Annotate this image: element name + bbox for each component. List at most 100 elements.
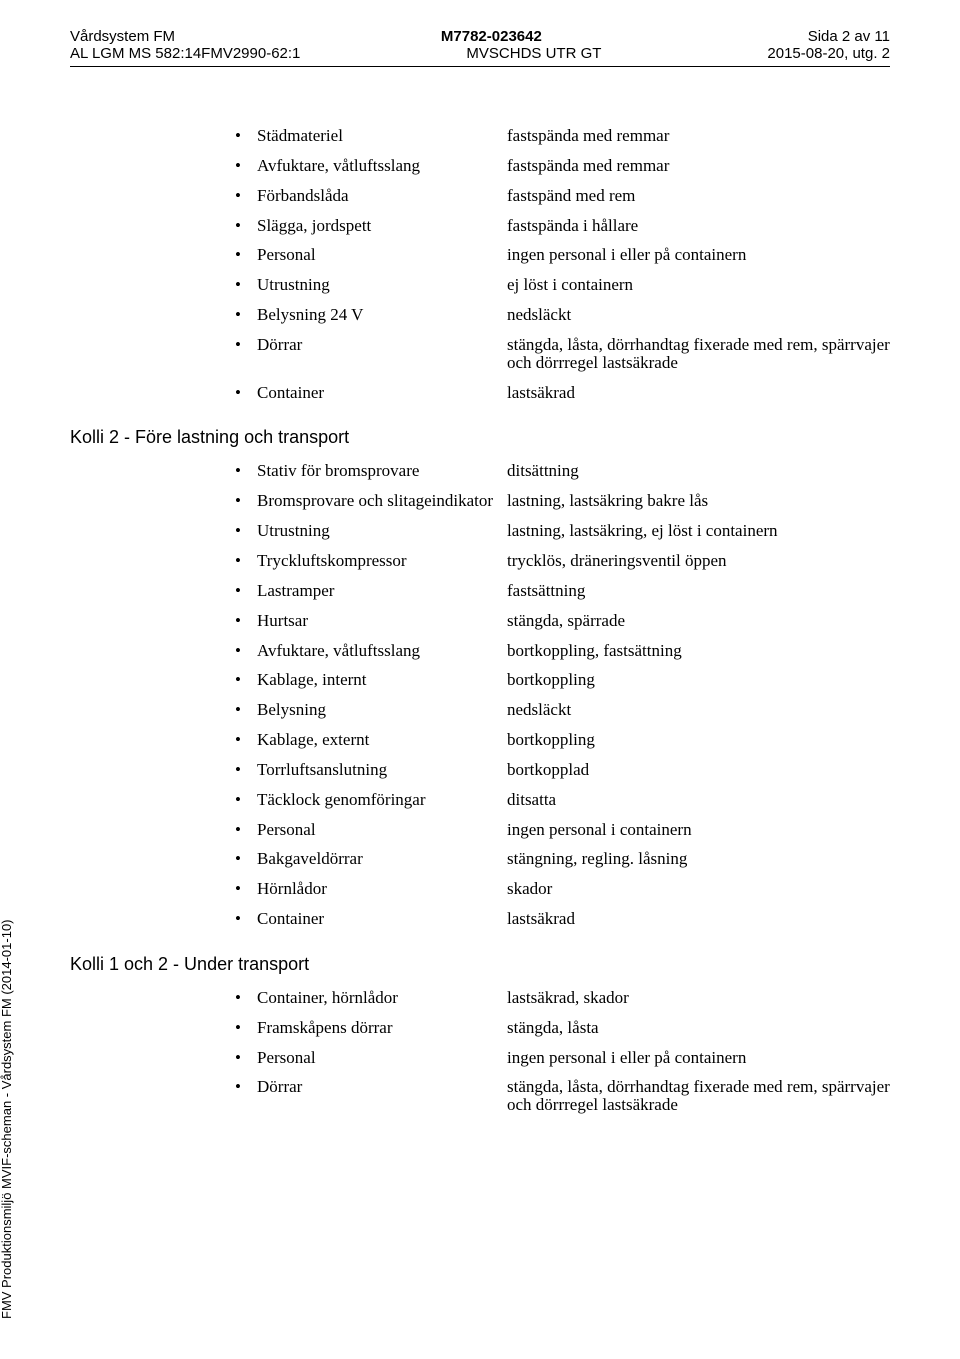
header-row-2: AL LGM MS 582:14FMV2990-62:1 MVSCHDS UTR…: [70, 45, 890, 62]
item-description: stängda, låsta: [507, 1019, 890, 1037]
item-description: ingen personal i eller på containern: [507, 246, 890, 264]
item-term: Dörrar: [257, 336, 507, 354]
item-description: lastsäkrad: [507, 384, 890, 402]
item-term: Hörnlådor: [257, 880, 507, 898]
list-item: •Lastramperfastsättning: [235, 582, 890, 600]
bullet-icon: •: [235, 492, 257, 510]
item-description: bortkoppling: [507, 671, 890, 689]
bullet-icon: •: [235, 276, 257, 294]
section-1-list: •Städmaterielfastspända med remmar•Avfuk…: [235, 127, 890, 401]
item-description: ditsatta: [507, 791, 890, 809]
header-right-2: 2015-08-20, utg. 2: [767, 45, 890, 62]
item-term: Utrustning: [257, 276, 507, 294]
list-item: •Kablage, interntbortkoppling: [235, 671, 890, 689]
bullet-icon: •: [235, 989, 257, 1007]
item-description: bortkopplad: [507, 761, 890, 779]
item-term: Lastramper: [257, 582, 507, 600]
header-center-1: M7782-023642: [441, 28, 542, 45]
bullet-icon: •: [235, 157, 257, 175]
section-2-heading: Kolli 2 - Före lastning och transport: [70, 427, 890, 448]
item-description: stängda, låsta, dörrhandtag fixerade med…: [507, 336, 890, 372]
header-right-1: Sida 2 av 11: [808, 28, 890, 45]
list-item: •Utrustninglastning, lastsäkring, ej lös…: [235, 522, 890, 540]
header-row-1: Vårdsystem FM M7782-023642 Sida 2 av 11: [70, 28, 890, 45]
section-3-list: •Container, hörnlådorlastsäkrad, skador•…: [235, 989, 890, 1114]
item-term: Täcklock genomföringar: [257, 791, 507, 809]
list-item: •Hörnlådorskador: [235, 880, 890, 898]
item-description: fastspända med remmar: [507, 127, 890, 145]
item-description: fastsättning: [507, 582, 890, 600]
header-center-2: MVSCHDS UTR GT: [466, 45, 601, 62]
item-term: Framskåpens dörrar: [257, 1019, 507, 1037]
item-term: Personal: [257, 821, 507, 839]
bullet-icon: •: [235, 187, 257, 205]
item-description: skador: [507, 880, 890, 898]
bullet-icon: •: [235, 701, 257, 719]
list-item: •Dörrarstängda, låsta, dörrhandtag fixer…: [235, 1078, 890, 1114]
bullet-icon: •: [235, 612, 257, 630]
list-item: •Bromsprovare och slitageindikatorlastni…: [235, 492, 890, 510]
item-description: ingen personal i containern: [507, 821, 890, 839]
document-page: Vårdsystem FM M7782-023642 Sida 2 av 11 …: [0, 0, 960, 1359]
header-left-1: Vårdsystem FM: [70, 28, 175, 45]
item-description: stängda, låsta, dörrhandtag fixerade med…: [507, 1078, 890, 1114]
bullet-icon: •: [235, 821, 257, 839]
item-term: Stativ för bromsprovare: [257, 462, 507, 480]
list-item: •Containerlastsäkrad: [235, 910, 890, 928]
item-description: nedsläckt: [507, 701, 890, 719]
item-term: Bromsprovare och slitageindikator: [257, 492, 507, 510]
bullet-icon: •: [235, 217, 257, 235]
item-description: stängning, regling. låsning: [507, 850, 890, 868]
item-description: lastsäkrad, skador: [507, 989, 890, 1007]
item-term: Belysning 24 V: [257, 306, 507, 324]
bullet-icon: •: [235, 522, 257, 540]
item-description: lastsäkrad: [507, 910, 890, 928]
item-description: lastning, lastsäkring bakre lås: [507, 492, 890, 510]
item-term: Personal: [257, 246, 507, 264]
list-item: •Bakgaveldörrarstängning, regling. låsni…: [235, 850, 890, 868]
item-term: Utrustning: [257, 522, 507, 540]
bullet-icon: •: [235, 336, 257, 354]
list-item: •Belysning 24 Vnedsläckt: [235, 306, 890, 324]
bullet-icon: •: [235, 1078, 257, 1096]
item-term: Kablage, externt: [257, 731, 507, 749]
item-term: Bakgaveldörrar: [257, 850, 507, 868]
item-description: trycklös, dräneringsventil öppen: [507, 552, 890, 570]
list-item: •Containerlastsäkrad: [235, 384, 890, 402]
bullet-icon: •: [235, 791, 257, 809]
page-header: Vårdsystem FM M7782-023642 Sida 2 av 11 …: [70, 28, 890, 67]
item-term: Avfuktare, våtluftsslang: [257, 157, 507, 175]
item-term: Dörrar: [257, 1078, 507, 1096]
item-term: Personal: [257, 1049, 507, 1067]
list-item: •Avfuktare, våtluftsslangfastspända med …: [235, 157, 890, 175]
bullet-icon: •: [235, 306, 257, 324]
bullet-icon: •: [235, 127, 257, 145]
list-item: •Torrluftsanslutningbortkopplad: [235, 761, 890, 779]
list-item: •Hurtsarstängda, spärrade: [235, 612, 890, 630]
bullet-icon: •: [235, 880, 257, 898]
bullet-icon: •: [235, 671, 257, 689]
item-description: nedsläckt: [507, 306, 890, 324]
bullet-icon: •: [235, 552, 257, 570]
list-item: •Personalingen personal i containern: [235, 821, 890, 839]
list-item: •Städmaterielfastspända med remmar: [235, 127, 890, 145]
item-description: bortkoppling, fastsättning: [507, 642, 890, 660]
bullet-icon: •: [235, 731, 257, 749]
section-3-heading: Kolli 1 och 2 - Under transport: [70, 954, 890, 975]
item-description: ej löst i containern: [507, 276, 890, 294]
list-item: •Personalingen personal i eller på conta…: [235, 246, 890, 264]
item-description: ingen personal i eller på containern: [507, 1049, 890, 1067]
bullet-icon: •: [235, 246, 257, 264]
item-term: Container: [257, 384, 507, 402]
item-term: Torrluftsanslutning: [257, 761, 507, 779]
bullet-icon: •: [235, 384, 257, 402]
list-item: •Belysningnedsläckt: [235, 701, 890, 719]
item-term: Container, hörnlådor: [257, 989, 507, 1007]
item-term: Tryckluftskompressor: [257, 552, 507, 570]
list-item: •Personalingen personal i eller på conta…: [235, 1049, 890, 1067]
item-term: Slägga, jordspett: [257, 217, 507, 235]
item-term: Städmateriel: [257, 127, 507, 145]
item-description: bortkoppling: [507, 731, 890, 749]
bullet-icon: •: [235, 1019, 257, 1037]
list-item: •Avfuktare, våtluftsslangbortkoppling, f…: [235, 642, 890, 660]
